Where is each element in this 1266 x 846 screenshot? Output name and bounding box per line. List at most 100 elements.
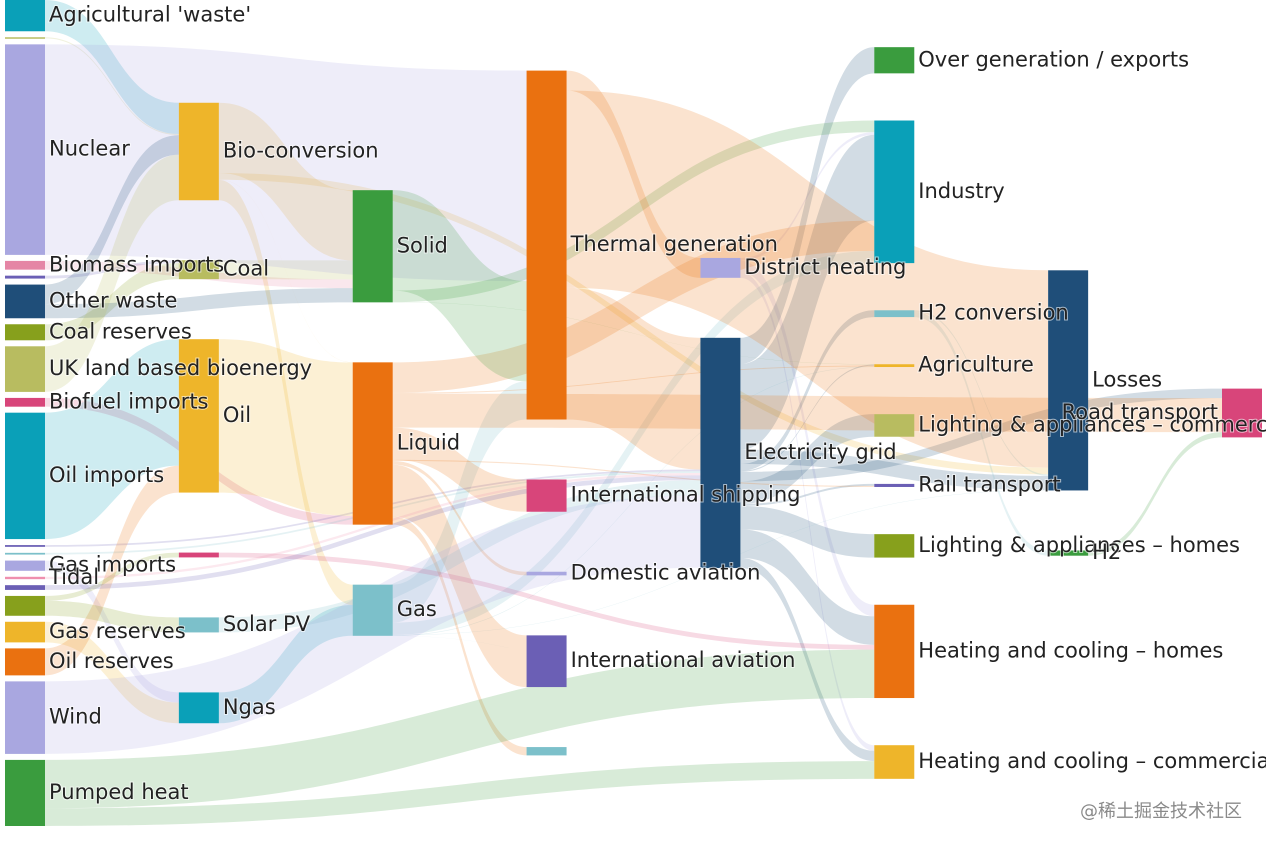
link: [45, 288, 353, 319]
link: [392, 635, 875, 762]
link: [218, 339, 353, 516]
node: [874, 47, 915, 74]
node-label: Thermal generation: [570, 232, 778, 256]
node-label: Gas imports: [49, 553, 176, 577]
link: [740, 132, 875, 261]
node-label: Agricultural 'waste': [49, 3, 251, 27]
node: [178, 692, 219, 724]
node: [700, 337, 741, 569]
link: [218, 179, 353, 605]
link: [45, 135, 179, 305]
node: [178, 339, 219, 493]
node-label: Ngas: [223, 695, 276, 719]
node: [178, 102, 219, 201]
link: [45, 263, 179, 341]
link: [740, 364, 875, 472]
node: [700, 257, 741, 278]
node-label: H2 conversion: [918, 301, 1068, 325]
link: [914, 310, 1049, 476]
node: [5, 324, 45, 341]
node: [526, 747, 567, 756]
node-label: Losses: [1092, 367, 1162, 391]
node: [874, 745, 915, 779]
node: [352, 190, 393, 303]
node: [874, 364, 915, 368]
node: [5, 552, 45, 555]
node-label: Biomass imports: [49, 252, 224, 276]
node-label: Oil imports: [49, 463, 164, 487]
link: [45, 465, 179, 676]
link: [45, 44, 527, 282]
link: [392, 120, 875, 303]
node-label: Industry: [918, 179, 1004, 203]
node-label: Wind: [49, 705, 102, 729]
link: [45, 37, 179, 136]
node-label: Domestic aviation: [571, 561, 761, 585]
node: [352, 584, 393, 636]
node: [1048, 270, 1089, 491]
node-label: Heating and cooling – commercial: [918, 749, 1266, 773]
link: [45, 0, 179, 135]
link: [392, 459, 875, 487]
node: [5, 44, 45, 255]
link: [45, 154, 179, 392]
link: [392, 516, 527, 756]
link: [45, 552, 179, 601]
node-label: Oil reserves: [49, 649, 174, 673]
link: [392, 190, 527, 382]
node-label: Gas: [397, 597, 437, 621]
link: [566, 287, 701, 470]
node-label: Biofuel imports: [49, 389, 209, 413]
node: [874, 483, 915, 487]
link: [740, 134, 875, 450]
node: [5, 648, 45, 676]
link: [392, 464, 527, 688]
node: [5, 37, 45, 39]
node-label: Liquid: [397, 431, 460, 455]
node-label: Over generation / exports: [918, 47, 1189, 71]
node: [5, 0, 45, 32]
node: [526, 70, 567, 420]
link: [392, 381, 527, 623]
link: [740, 483, 875, 506]
node-label: Lighting & appliances – homes: [918, 533, 1240, 557]
link: [740, 47, 875, 365]
link: [218, 552, 875, 650]
link: [740, 414, 875, 504]
link: [740, 388, 1222, 482]
node: [5, 576, 45, 580]
link: [45, 761, 875, 826]
node: [5, 759, 45, 826]
node-label: Tidal: [48, 565, 99, 589]
node-label: International shipping: [571, 483, 801, 507]
node: [5, 595, 45, 616]
link: [740, 310, 875, 471]
link: [218, 173, 1049, 475]
link: [392, 365, 875, 394]
link: [218, 604, 353, 724]
node: [5, 585, 45, 590]
link: [914, 311, 1049, 556]
node: [5, 560, 45, 571]
link: [740, 557, 875, 762]
node-label: Agriculture: [918, 353, 1033, 377]
link: [740, 272, 875, 751]
link: [392, 302, 875, 365]
node-label: District heating: [744, 255, 906, 279]
link: [45, 260, 179, 279]
node-label: Pumped heat: [49, 780, 189, 804]
link: [740, 505, 875, 558]
node-label: Coal reserves: [49, 319, 192, 343]
node-label: Solid: [397, 233, 448, 257]
link: [392, 250, 875, 635]
node: [5, 545, 45, 547]
node: [874, 604, 915, 699]
node: [178, 617, 219, 633]
node: [352, 362, 393, 525]
link: [740, 529, 875, 645]
node: [5, 346, 45, 392]
node: [5, 397, 45, 407]
node-label: International aviation: [571, 648, 796, 672]
link: [566, 70, 701, 278]
